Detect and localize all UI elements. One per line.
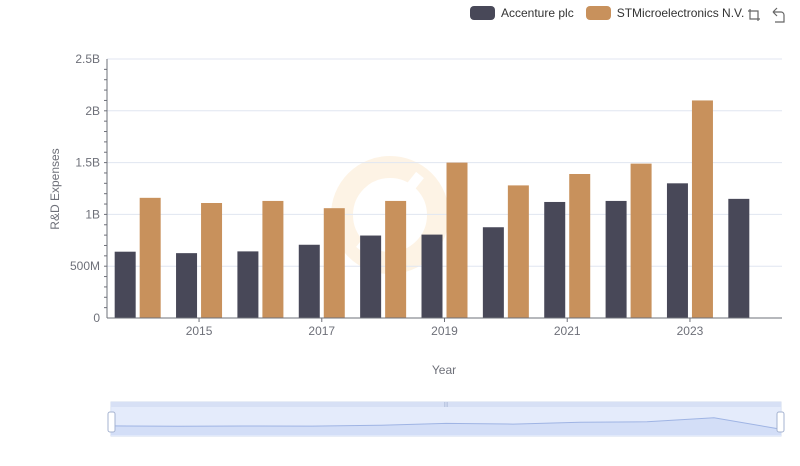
axes: 0 500M 1B 1.5B 2B 2.5B 2015 2017 2019 2021 2023 bbox=[70, 52, 782, 338]
bar-accenture-2020[interactable] bbox=[482, 227, 504, 318]
zoom-slider-move-grip[interactable]: ||| bbox=[444, 402, 448, 408]
legend-swatch-accenture bbox=[470, 6, 495, 20]
bar-stmicro-2016[interactable] bbox=[262, 200, 284, 318]
bar-accenture-2017[interactable] bbox=[298, 244, 320, 318]
x-tick-label: 2021 bbox=[554, 324, 581, 338]
bar-accenture-2022[interactable] bbox=[605, 200, 627, 318]
zoom-slider-top-bar[interactable] bbox=[111, 402, 781, 407]
legend-label-accenture: Accenture plc bbox=[501, 6, 574, 20]
zoom-slider-preview-line bbox=[110, 417, 782, 430]
bars bbox=[114, 100, 750, 318]
bar-stmicro-2020[interactable] bbox=[507, 185, 529, 318]
bar-stmicro-2015[interactable] bbox=[201, 203, 223, 318]
data-zoom-slider[interactable]: ||| bbox=[107, 401, 785, 437]
y-tick-label: 1B bbox=[85, 207, 100, 221]
x-tick-label: 2015 bbox=[186, 324, 213, 338]
toolbox bbox=[746, 7, 786, 23]
legend-label-stmicro: STMicroelectronics N.V. bbox=[616, 6, 745, 20]
x-axis-label: Year bbox=[432, 363, 456, 377]
y-axis-label: R&D Expenses bbox=[48, 148, 62, 229]
y-tick-label: 500M bbox=[70, 259, 100, 273]
bar-stmicro-2017[interactable] bbox=[323, 208, 345, 318]
bar-accenture-2018[interactable] bbox=[360, 235, 382, 318]
y-tick-label: 0 bbox=[93, 311, 100, 325]
bar-accenture-2023[interactable] bbox=[666, 183, 688, 318]
bar-stmicro-2021[interactable] bbox=[569, 173, 591, 318]
y-tick-label: 2.5B bbox=[75, 52, 100, 66]
bar-accenture-2014[interactable] bbox=[114, 251, 136, 318]
legend: Accenture plc STMicroelectronics N.V. bbox=[470, 4, 744, 22]
bar-stmicro-2018[interactable] bbox=[385, 200, 407, 318]
bar-stmicro-2022[interactable] bbox=[630, 163, 652, 318]
x-tick-label: 2017 bbox=[308, 324, 335, 338]
zoom-select-icon[interactable] bbox=[746, 7, 762, 23]
bar-accenture-2016[interactable] bbox=[237, 251, 259, 318]
legend-swatch-stmicro bbox=[585, 6, 611, 20]
zoom-slider-left-handle[interactable] bbox=[107, 411, 116, 433]
x-tick-label: 2019 bbox=[431, 324, 458, 338]
bar-stmicro-2014[interactable] bbox=[139, 197, 161, 318]
zoom-slider-right-handle[interactable] bbox=[776, 411, 785, 433]
legend-item-accenture[interactable]: Accenture plc bbox=[470, 6, 574, 20]
y-tick-label: 2B bbox=[85, 104, 100, 118]
bar-accenture-2015[interactable] bbox=[176, 253, 198, 318]
y-tick-label: 1.5B bbox=[75, 156, 100, 170]
bar-stmicro-2023[interactable] bbox=[691, 100, 713, 318]
bar-accenture-2024[interactable] bbox=[728, 198, 750, 318]
legend-item-stmicro[interactable]: STMicroelectronics N.V. bbox=[585, 6, 745, 20]
bar-stmicro-2019[interactable] bbox=[446, 162, 468, 318]
bar-accenture-2019[interactable] bbox=[421, 234, 443, 318]
x-tick-label: 2023 bbox=[677, 324, 704, 338]
restore-icon[interactable] bbox=[770, 7, 786, 23]
bar-accenture-2021[interactable] bbox=[544, 201, 566, 318]
